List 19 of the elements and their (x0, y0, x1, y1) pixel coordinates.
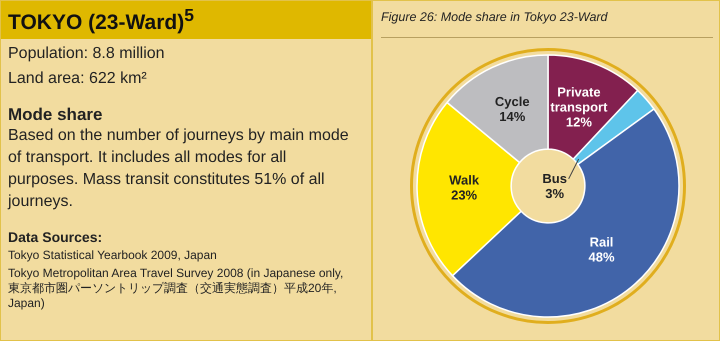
text: Mode share (8, 105, 104, 125)
slice-label: Walk (449, 172, 480, 188)
data-label: 14% (499, 109, 526, 124)
slice-label: Bus (542, 170, 567, 186)
slice-label: Private transport (550, 84, 608, 115)
text: Population: 8.8 million (8, 44, 166, 64)
text: TOKYO (23-Ward)$^{5}$ (1, 1, 371, 39)
data-label: 48% (588, 250, 615, 265)
text: Tokyo Statistical Yearbook 2009, Japan (8, 248, 218, 263)
slice-label: Cycle (494, 94, 530, 110)
slice-label: Rail (590, 234, 614, 250)
data-label: 23% (451, 188, 478, 203)
text: Based on the number of journeys by main mode of transport. It includes all modes for all purposes. Mass transit constitutes 51% of all journeys. (8, 126, 350, 212)
text: Land area: 622 km² (8, 69, 148, 89)
text: Data Sources: (8, 229, 104, 245)
data-label: 12% (566, 114, 592, 130)
text: Tokyo Metropolitan Area Travel Survey 2008 (in Japanese only, 東京都市圏パーソントリップ調査（交通実態調査）平成20年, Japan) (8, 266, 344, 311)
data-label: 3% (545, 186, 564, 201)
chart-title: Figure 26: Mode share in Tokyo 23-Ward (381, 10, 608, 24)
